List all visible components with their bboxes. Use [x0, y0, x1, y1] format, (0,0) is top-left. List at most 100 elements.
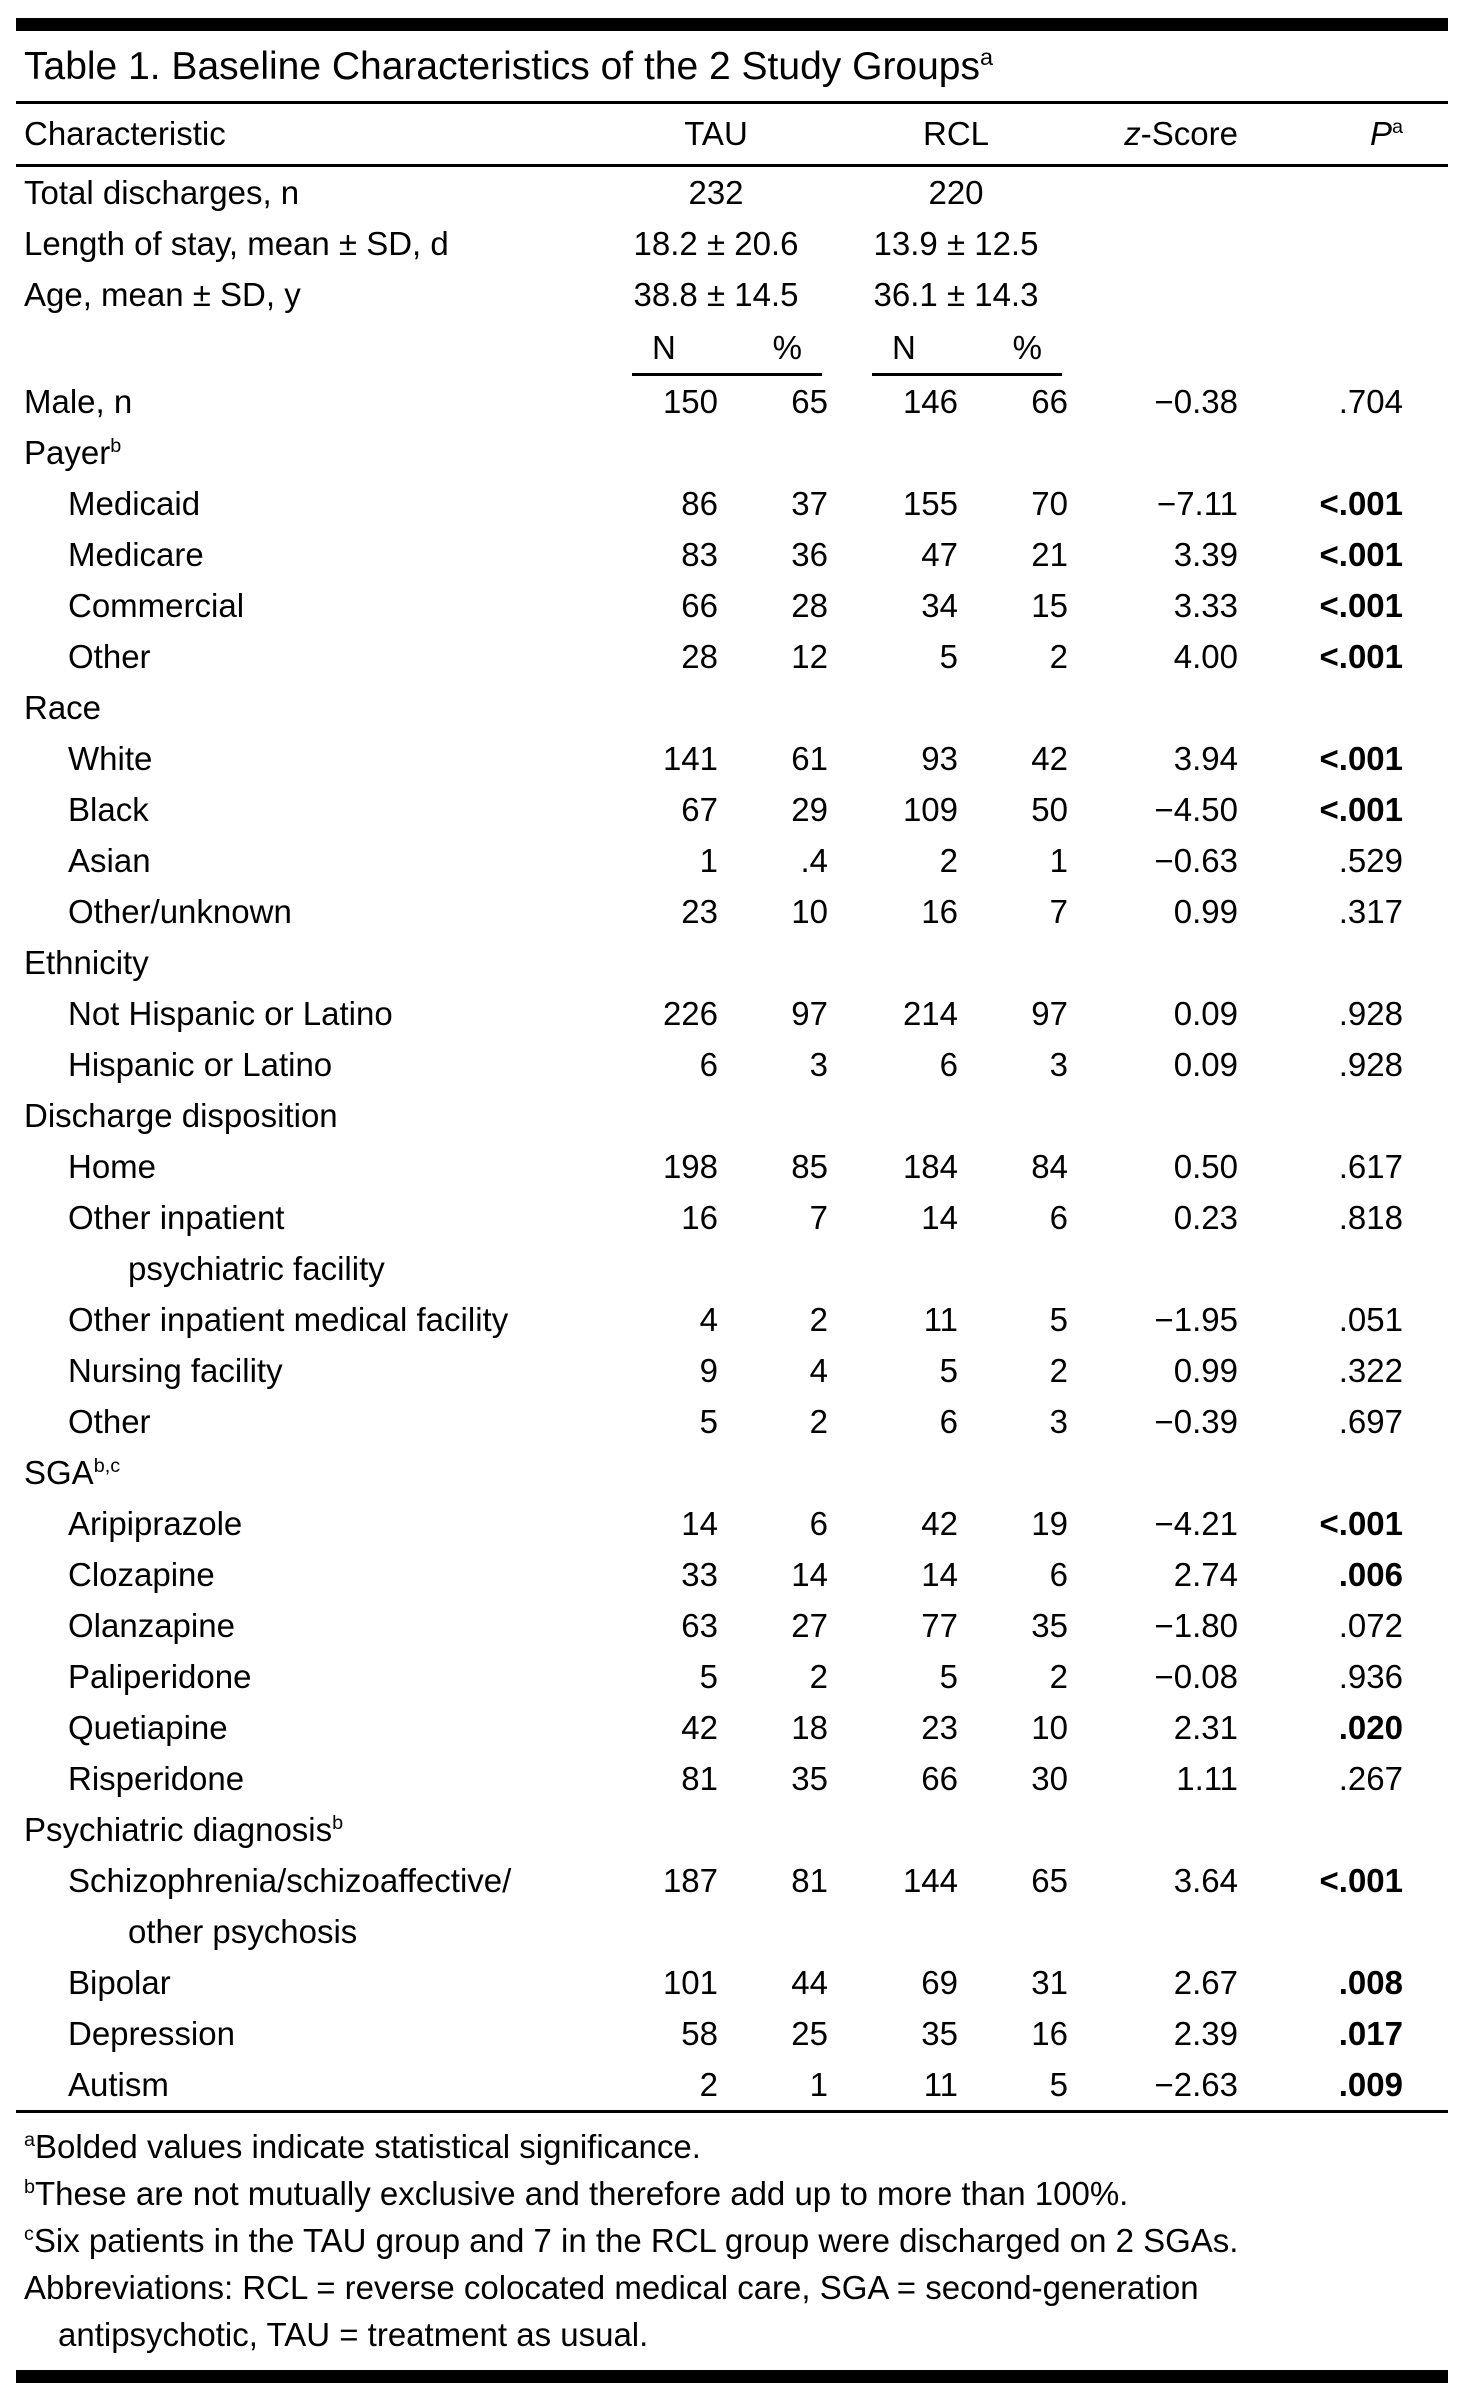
data-row: Home 198 85 184 84 0.50 .617 [16, 1141, 1448, 1192]
tau-pct-cell: 10 [791, 893, 828, 930]
rcl-pct-cell: 10 [1031, 1709, 1068, 1746]
characteristic-cell: Black [68, 791, 149, 828]
rcl-n-cell: 5 [939, 638, 958, 675]
rcl-n-cell: 144 [902, 1862, 958, 1899]
zscore-cell: 4.00 [1173, 638, 1238, 675]
data-row: Other/unknown 23 10 16 7 0.99 .317 [16, 886, 1448, 937]
data-row: Nursing facility 9 4 5 2 0.99 .322 [16, 1345, 1448, 1396]
footnote: aBolded values indicate statistical sign… [24, 2128, 701, 2165]
rcl-pct-cell: 66 [1031, 383, 1068, 420]
zscore-rest: -Score [1140, 115, 1238, 152]
bottom-rule [16, 2370, 1448, 2383]
title-footnote-marker: a [980, 44, 994, 70]
rcl-pct-cell: 65 [1031, 1862, 1068, 1899]
rcl-n-cell: 16 [921, 893, 958, 930]
p-value-cell: .017 [1338, 2015, 1403, 2052]
tau-n-cell: 81 [681, 1760, 718, 1797]
tau-pct-cell: 2 [809, 1301, 828, 1338]
p-value-cell: .009 [1338, 2066, 1403, 2103]
p-value-cell: .928 [1338, 1046, 1403, 1083]
p-footnote-marker: a [1391, 116, 1403, 138]
rcl-value-cell: 13.9 ± 12.5 [873, 225, 1039, 262]
tau-pct-cell: 97 [791, 995, 828, 1032]
zscore-cell: 0.99 [1173, 893, 1238, 930]
tau-pct-cell: 35 [791, 1760, 828, 1797]
characteristic-cell: Clozapine [68, 1556, 215, 1593]
characteristic-cell: Bipolar [68, 1964, 171, 2001]
p-value-cell [1246, 166, 1448, 219]
p-italic: P [1369, 115, 1392, 152]
p-value-cell: .008 [1338, 1964, 1403, 2001]
tau-pct-cell: 37 [791, 485, 828, 522]
rcl-n-cell: 35 [921, 2015, 958, 2052]
rcl-n-cell: 11 [923, 2066, 958, 2103]
p-value-cell: <.001 [1319, 740, 1404, 777]
p-value-cell [1246, 320, 1448, 376]
section-header-row: Race [16, 682, 1448, 733]
rcl-pct-cell: 30 [1031, 1760, 1068, 1797]
data-row: Bipolar 101 44 69 31 2.67 .008 [16, 1957, 1448, 2008]
data-row: Clozapine 33 14 14 6 2.74 .006 [16, 1549, 1448, 1600]
tau-n-cell: 6 [699, 1046, 718, 1083]
characteristic-cell: Quetiapine [68, 1709, 228, 1746]
data-row: Quetiapine 42 18 23 10 2.31 .020 [16, 1702, 1448, 1753]
tau-n-cell: 4 [699, 1301, 718, 1338]
p-value-cell: <.001 [1319, 1862, 1404, 1899]
rcl-n-cell: 93 [921, 740, 958, 777]
tau-n-cell: 226 [662, 995, 718, 1032]
rcl-pct-cell: 6 [1049, 1199, 1068, 1236]
rcl-pct-cell: 2 [1049, 638, 1068, 675]
rcl-pct-cell: 1 [1049, 842, 1068, 879]
p-value-cell: .006 [1338, 1556, 1403, 1593]
rcl-pct-cell: 35 [1031, 1607, 1068, 1644]
section-header-row: Payerb [16, 427, 1448, 478]
data-row: Aripiprazole 14 6 42 19 −4.21 <.001 [16, 1498, 1448, 1549]
rcl-n-cell: 155 [902, 485, 958, 522]
data-row: Medicaid 86 37 155 70 −7.11 <.001 [16, 478, 1448, 529]
characteristic-cell: Risperidone [68, 1760, 245, 1797]
p-value-cell: .267 [1338, 1760, 1403, 1797]
characteristic-cell-line2: other psychosis [128, 1913, 358, 1950]
characteristic-cell: Home [68, 1148, 157, 1185]
tau-n-cell: 63 [681, 1607, 718, 1644]
tau-pct-cell: 27 [791, 1607, 828, 1644]
footnote-rule [16, 2110, 1448, 2113]
section-label: Psychiatric diagnosisb [24, 1811, 344, 1848]
characteristic-cell: Not Hispanic or Latino [68, 995, 393, 1032]
tau-pct-cell: 65 [791, 383, 828, 420]
p-value-cell: .928 [1338, 995, 1403, 1032]
characteristic-cell: Other [68, 638, 151, 675]
zscore-cell: −4.50 [1154, 791, 1239, 828]
zscore-cell: −4.21 [1154, 1505, 1239, 1542]
tau-pct-cell: 61 [791, 740, 828, 777]
data-row: Depression 58 25 35 16 2.39 .017 [16, 2008, 1448, 2059]
rcl-pct-cell: 2 [1049, 1658, 1068, 1695]
title-rule [16, 101, 1448, 104]
pct-column-label: % [772, 329, 802, 366]
rcl-n-cell: 184 [902, 1148, 958, 1185]
tau-pct-cell: 29 [791, 791, 828, 828]
characteristic-cell: Hispanic or Latino [68, 1046, 333, 1083]
tau-pct-cell: 81 [791, 1862, 828, 1899]
rcl-pct-cell: 3 [1049, 1046, 1068, 1083]
p-value-cell [1246, 218, 1448, 269]
characteristic-cell: Paliperidone [68, 1658, 252, 1695]
section-label: Discharge disposition [24, 1097, 338, 1134]
data-row: Risperidone 81 35 66 30 1.11 .267 [16, 1753, 1448, 1804]
zscore-cell: 3.64 [1173, 1862, 1238, 1899]
col-header-p: Pa [1246, 104, 1448, 167]
footnotes: aBolded values indicate statistical sign… [16, 2113, 1448, 2370]
tau-value-cell: 18.2 ± 20.6 [633, 225, 799, 262]
rcl-n-cell: 214 [902, 995, 958, 1032]
rcl-n-cell: 14 [921, 1199, 958, 1236]
p-value-cell: <.001 [1319, 587, 1404, 624]
summary-row: Total discharges, n 232 220 [16, 166, 1448, 219]
zscore-cell: 3.39 [1173, 536, 1238, 573]
characteristic-cell: Age, mean ± SD, y [24, 276, 301, 313]
rcl-n-cell: 11 [923, 1301, 958, 1338]
zscore-cell: −0.08 [1154, 1658, 1239, 1695]
characteristic-cell: Medicare [68, 536, 204, 573]
section-label: Payerb [24, 434, 122, 471]
characteristic-cell: Other [68, 1403, 151, 1440]
tau-value-cell: 232 [688, 174, 744, 211]
